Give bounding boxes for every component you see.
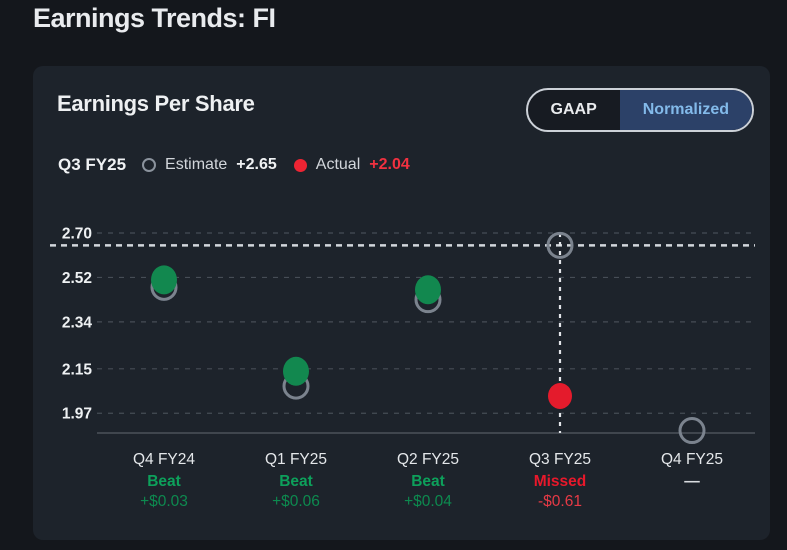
quarter-label: Q1 FY25	[264, 451, 328, 468]
quarter-column-q4-fy24[interactable]: Q4 FY24 Beat +$0.03	[99, 450, 229, 511]
actual-dot-icon	[293, 158, 307, 172]
y-tick-2.70: 2.70	[62, 226, 92, 243]
surprise-status: Beat	[147, 473, 181, 490]
actual-point-q2-fy25[interactable]	[415, 275, 441, 305]
quarter-label: Q4 FY24	[132, 451, 196, 468]
actual-value: +2.04	[369, 156, 410, 173]
y-tick-2.15: 2.15	[62, 361, 93, 378]
quarter-column-q4-fy25[interactable]: Q4 FY25 —	[627, 450, 757, 491]
y-tick-1.97: 1.97	[62, 406, 92, 423]
actual-point-q1-fy25[interactable]	[283, 356, 309, 386]
surprise-amount: +$0.03	[140, 493, 188, 510]
toggle-option-gaap[interactable]: GAAP	[550, 101, 597, 118]
legend-quarter: Q3 FY25	[58, 155, 127, 174]
surprise-status: Beat	[279, 473, 313, 490]
quarter-label: Q2 FY25	[396, 451, 460, 468]
selected-quarter-readout: Q3 FY25 Estimate +2.65 Actual +2.04	[58, 154, 410, 176]
estimate-point-q4-fy25[interactable]	[678, 417, 706, 445]
page-title: Earnings Trends: FI	[33, 3, 276, 33]
quarter-column-q3-fy25[interactable]: Q3 FY25 Missed -$0.61	[495, 450, 625, 511]
y-tick-2.52: 2.52	[62, 270, 92, 287]
estimate-value: +2.65	[236, 156, 277, 173]
toggle-option-normalized[interactable]: Normalized	[619, 90, 752, 130]
eps-chart: 2.70 2.52 2.34 2.15 1.97	[50, 226, 755, 445]
quarter-label: Q4 FY25	[660, 451, 724, 468]
estimate-ring-icon	[142, 158, 157, 172]
quarter-column-q1-fy25[interactable]: Q1 FY25 Beat +$0.06	[231, 450, 361, 511]
actual-point-q4-fy24[interactable]	[151, 265, 177, 295]
surprise-amount: -$0.61	[538, 493, 582, 510]
card-title: Earnings Per Share	[57, 91, 255, 116]
quarter-label: Q3 FY25	[528, 451, 592, 468]
earnings-per-share-card: Earnings Per Share GAAP Normalized Q3 FY…	[33, 66, 770, 540]
surprise-amount: +$0.04	[404, 493, 452, 510]
actual-point-q3-fy25[interactable]	[548, 382, 572, 409]
surprise-status: —	[684, 473, 700, 490]
actual-label: Actual	[315, 156, 361, 173]
estimate-point-q3-fy25[interactable]	[546, 231, 574, 259]
estimate-label: Estimate	[165, 156, 228, 173]
surprise-status: Missed	[533, 473, 587, 490]
surprise-amount: +$0.06	[272, 493, 320, 510]
surprise-status: Beat	[411, 473, 445, 490]
gaap-normalized-toggle: GAAP Normalized	[525, 88, 754, 132]
y-tick-2.34: 2.34	[62, 314, 93, 331]
quarter-column-q2-fy25[interactable]: Q2 FY25 Beat +$0.04	[363, 450, 493, 511]
